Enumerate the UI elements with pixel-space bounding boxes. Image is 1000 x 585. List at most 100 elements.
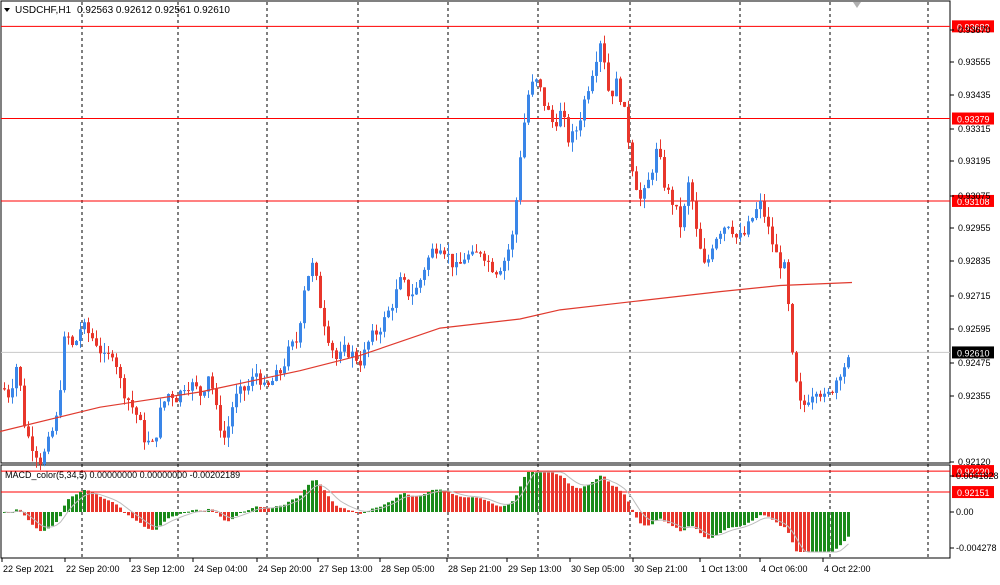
candle-body (847, 357, 850, 368)
candle-body (323, 307, 326, 327)
macd-histogram-bar (291, 499, 294, 512)
candle-body (839, 376, 842, 381)
macd-histogram-bar (227, 512, 230, 522)
macd-histogram-bar (339, 507, 342, 512)
macd-histogram-bar (791, 512, 794, 543)
macd-histogram-bar (783, 512, 786, 528)
candle-body (607, 62, 610, 91)
candle-body (599, 43, 602, 62)
macd-histogram-bar (659, 512, 662, 519)
candle-body (31, 436, 34, 451)
macd-histogram-bar (43, 512, 46, 531)
macd-histogram-bar (83, 489, 86, 512)
macd-histogram-bar (259, 506, 262, 512)
macd-histogram-bar (319, 484, 322, 512)
macd-histogram-bar (431, 489, 434, 512)
macd-histogram-bar (75, 494, 78, 512)
candle-body (19, 366, 22, 386)
candle-body (583, 99, 586, 121)
macd-histogram-bar (91, 491, 94, 512)
macd-histogram-bar (307, 484, 310, 512)
macd-histogram-bar (279, 505, 282, 512)
ohlc-readout: 0.92563 0.92612 0.92561 0.92610 (77, 5, 230, 16)
candle-body (111, 353, 114, 358)
time-tick-label: 28 Sep 05:00 (381, 564, 435, 574)
macd-histogram-bar (275, 506, 278, 512)
candle-body (147, 440, 150, 443)
macd-histogram-bar (555, 474, 558, 512)
candle-body (575, 130, 578, 132)
chart-shift-marker-icon[interactable] (853, 2, 861, 8)
candle-body (239, 386, 242, 394)
candle-body (211, 376, 214, 389)
candle-body (579, 120, 582, 131)
macd-histogram-bar (295, 498, 298, 512)
candle-body (531, 81, 534, 95)
macd-histogram-bar (711, 512, 714, 538)
macd-histogram-bar (623, 494, 626, 512)
candle-body (475, 251, 478, 253)
candle-body (39, 457, 42, 465)
macd-histogram-bar (615, 486, 618, 512)
candle-body (803, 400, 806, 405)
candle-body (527, 94, 530, 123)
current-price-label: 0.92610 (957, 348, 990, 358)
macd-histogram-bar (675, 512, 678, 528)
macd-histogram-bar (15, 509, 18, 512)
macd-histogram-bar (423, 494, 426, 512)
macd-histogram-bar (63, 505, 66, 512)
price-tick-label: 0.93435 (958, 90, 991, 100)
macd-histogram-bar (135, 512, 138, 521)
macd-histogram-bar (755, 512, 758, 518)
candle-body (155, 437, 158, 442)
macd-histogram-bar (795, 512, 798, 552)
candle-body (479, 252, 482, 254)
macd-histogram-bar (459, 496, 462, 512)
macd-histogram-bar (495, 505, 498, 512)
candle-body (707, 259, 710, 263)
main-chart-frame (0, 0, 951, 464)
candle-body (835, 380, 838, 393)
macd-histogram-bar (635, 512, 638, 518)
candle-body (443, 250, 446, 255)
macd-histogram-bar (447, 491, 450, 512)
candle-body (567, 117, 570, 143)
moving-average-line[interactable] (0, 281, 853, 433)
macd-histogram-bar (219, 512, 222, 517)
candle-body (499, 271, 502, 275)
macd-histogram-bar (343, 508, 346, 512)
candle-body (307, 276, 310, 291)
macd-histogram-bar (327, 496, 330, 512)
macd-histogram-bar (171, 512, 174, 517)
candle-body (43, 451, 46, 465)
candle-body (679, 206, 682, 228)
macd-signal-line (4, 471, 849, 553)
candle-body (447, 253, 450, 255)
macd-histogram-bar (511, 501, 514, 512)
price-tick-label: 0.93555 (958, 57, 991, 67)
candle-body (759, 200, 762, 210)
macd-histogram-bar (187, 511, 190, 513)
macd-histogram-bar (551, 472, 554, 512)
candle-body (215, 388, 218, 406)
candle-body (279, 370, 282, 374)
macd-histogram-bar (379, 506, 382, 512)
price-tick-label: 0.92475 (958, 358, 991, 368)
candle-body (615, 78, 618, 97)
macd-histogram-bar (243, 511, 246, 513)
macd-histogram-bar (215, 511, 218, 513)
candle-body (691, 182, 694, 202)
macd-histogram-bar (823, 512, 826, 552)
symbol-label: USDCHF,H1 (15, 5, 72, 16)
level-price-label: 0.92220 (957, 467, 990, 477)
candle-body (459, 262, 462, 264)
macd-histogram-bar (607, 481, 610, 512)
macd-histogram-bar (727, 512, 730, 529)
candle-body (595, 61, 598, 76)
macd-histogram-bar (103, 498, 106, 512)
macd-histogram-bar (571, 485, 574, 512)
macd-histogram-bar (575, 487, 578, 512)
time-tick-label: 27 Sep 13:00 (319, 564, 373, 574)
triangle-down-icon[interactable] (4, 8, 10, 12)
